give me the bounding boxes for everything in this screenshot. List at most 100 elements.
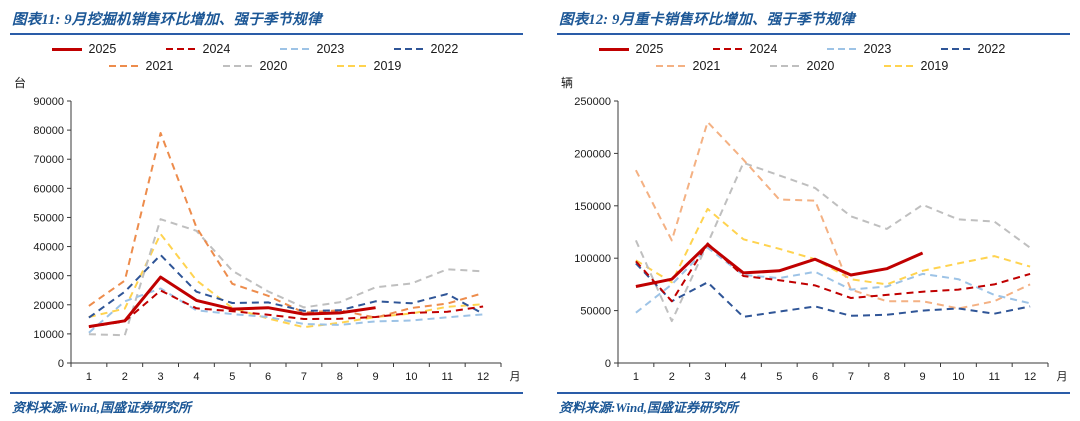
x-axis-unit-label: 月 — [509, 371, 520, 383]
y-axis-tick-label: 0 — [604, 358, 610, 370]
legend-line-sample-2025 — [51, 47, 82, 51]
legend-line-sample-2022 — [393, 48, 424, 50]
x-axis-tick-label: 9 — [919, 371, 925, 383]
y-axis-tick-label: 250000 — [574, 96, 611, 108]
series-line-2022 — [87, 254, 484, 319]
legend-item-2024: 2024 — [165, 42, 254, 56]
legend-label: 2020 — [259, 59, 288, 73]
x-axis-tick-label: 12 — [476, 371, 488, 383]
y-axis-tick-label: 20000 — [33, 300, 64, 312]
legend-line-sample-2023 — [826, 48, 857, 50]
x-axis-tick-label: 3 — [157, 371, 163, 383]
legend-item-2025: 2025 — [51, 42, 140, 56]
x-axis-tick-label: 6 — [265, 371, 271, 383]
series-line-2019 — [634, 207, 1030, 286]
legend-line-sample-2019 — [336, 65, 367, 67]
source-note: 资料来源:Wind,国盛证券研究所 — [12, 400, 191, 415]
x-axis-tick-label: 11 — [441, 371, 452, 383]
x-axis-tick-label: 4 — [193, 371, 199, 383]
x-axis-tick-label: 2 — [121, 371, 127, 383]
legend-item-2023: 2023 — [279, 42, 368, 56]
x-axis-tick-label: 3 — [704, 371, 710, 383]
y-axis-tick-label: 0 — [57, 358, 63, 370]
legend-line-sample-2025 — [598, 47, 629, 51]
legend-label: 2025 — [88, 42, 117, 56]
x-axis-tick-label: 9 — [372, 371, 378, 383]
legend-label: 2022 — [977, 42, 1006, 56]
legend-label: 2022 — [430, 42, 459, 56]
legend-label: 2024 — [202, 42, 231, 56]
y-axis-tick-label: 150000 — [574, 201, 611, 213]
x-axis-tick-label: 10 — [952, 371, 964, 383]
legend-line-sample-2024 — [712, 48, 743, 50]
legend-label: 2021 — [145, 59, 174, 73]
figure-title: 图表11: 9月挖掘机销售环比增加、强于季节规律 — [12, 12, 322, 28]
legend-item-2025: 2025 — [598, 42, 687, 56]
x-axis-unit-label: 月 — [1056, 371, 1067, 383]
source-note: 资料来源:Wind,国盛证券研究所 — [559, 400, 738, 415]
x-axis-tick-label: 7 — [847, 371, 853, 383]
y-axis-tick-label: 30000 — [33, 271, 64, 283]
legend-label: 2023 — [863, 42, 892, 56]
legend-item-2023: 2023 — [826, 42, 915, 56]
legend-line-sample-2022 — [940, 48, 971, 50]
series-line-2024 — [88, 289, 483, 328]
series-line-2025 — [635, 243, 923, 288]
legend-line-sample-2020 — [222, 65, 253, 67]
y-axis-tick-label: 60000 — [33, 183, 64, 195]
legend-label: 2020 — [806, 59, 835, 73]
x-axis-tick-label: 4 — [740, 371, 746, 383]
legend-label: 2024 — [749, 42, 778, 56]
y-axis-unit-label: 台 — [14, 76, 27, 90]
legend-label: 2023 — [316, 42, 345, 56]
legend-label: 2025 — [635, 42, 664, 56]
legend-line-sample-2019 — [883, 65, 914, 67]
legend-item-2021: 2021 — [108, 59, 197, 73]
x-axis-tick-label: 11 — [988, 371, 999, 383]
series-line-2023 — [87, 287, 483, 334]
legend-item-2022: 2022 — [393, 42, 482, 56]
title-divider — [10, 33, 523, 35]
legend-line-sample-2020 — [769, 65, 800, 67]
y-axis-tick-label: 40000 — [33, 242, 64, 254]
x-axis-tick-label: 2 — [668, 371, 674, 383]
legend-item-2022: 2022 — [940, 42, 1029, 56]
y-axis-unit-label: 辆 — [561, 76, 574, 90]
figure-panel-12: 图表12: 9月重卡销售环比增加、强于季节规律 2025 2024 2023 2022… — [557, 6, 1070, 421]
chart-legend: 2025 2024 2023 2022 2021 2020 2019 — [41, 35, 493, 73]
series-line-2024 — [634, 242, 1030, 303]
legend-label: 2019 — [373, 59, 402, 73]
y-axis-tick-label: 10000 — [33, 329, 64, 341]
legend-line-sample-2021 — [655, 65, 686, 67]
y-axis-tick-label: 50000 — [33, 212, 64, 224]
legend-item-2024: 2024 — [712, 42, 801, 56]
series-line-2020 — [634, 161, 1031, 323]
legend-line-sample-2023 — [279, 48, 310, 50]
x-axis-tick-label: 10 — [405, 371, 417, 383]
series-line-2021 — [634, 121, 1031, 310]
y-axis-tick-label: 100000 — [574, 253, 611, 265]
series-line-2025 — [88, 275, 376, 329]
x-axis-tick-label: 8 — [883, 371, 889, 383]
figure-title: 图表12: 9月重卡销售环比增加、强于季节规律 — [559, 12, 855, 28]
y-axis-tick-label: 200000 — [574, 148, 611, 160]
series-line-2019 — [88, 233, 483, 329]
footer-divider — [557, 392, 1070, 394]
legend-line-sample-2024 — [165, 48, 196, 50]
x-axis-tick-label: 7 — [300, 371, 306, 383]
x-axis-tick-label: 5 — [229, 371, 235, 383]
legend-label: 2021 — [692, 59, 721, 73]
x-axis-tick-label: 5 — [776, 371, 782, 383]
title-divider — [557, 33, 1070, 35]
legend-item-2020: 2020 — [222, 59, 311, 73]
series-line-2022 — [634, 262, 1030, 318]
legend-label: 2019 — [920, 59, 949, 73]
x-axis-tick-label: 1 — [632, 371, 638, 383]
figure-panel-11: 图表11: 9月挖掘机销售环比增加、强于季节规律 2025 2024 2023 202… — [10, 6, 523, 421]
x-axis-tick-label: 12 — [1023, 371, 1035, 383]
excavator-sales-line-chart: 0 10000 20000 30000 40000 50000 60000 70000 8000… — [33, 96, 520, 383]
y-axis-tick-label: 50000 — [580, 306, 611, 318]
series-line-2021 — [87, 132, 483, 319]
x-axis-tick-label: 1 — [85, 371, 91, 383]
